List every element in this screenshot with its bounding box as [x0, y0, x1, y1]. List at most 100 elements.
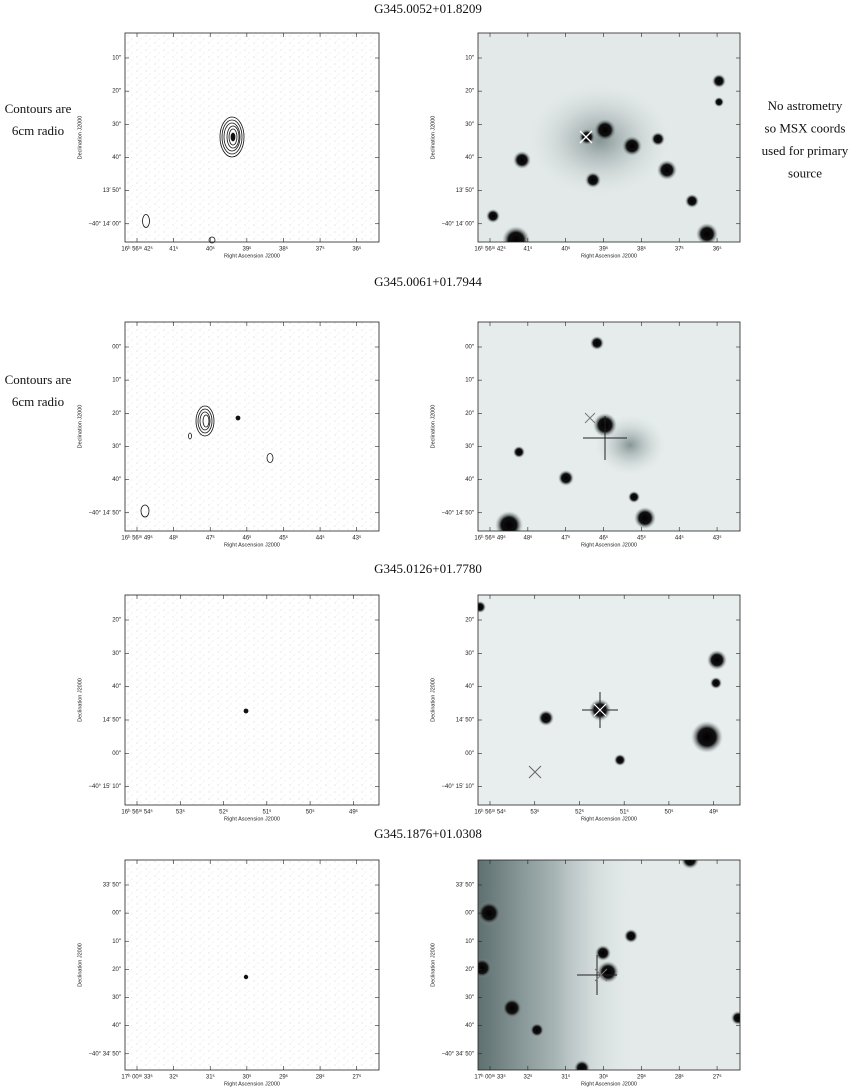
source-marker: [594, 968, 608, 982]
x-tick-label: 29ˢ: [637, 1075, 646, 1081]
source-marker: [583, 416, 627, 460]
image-feature: [502, 998, 522, 1018]
image-feature: [195, 405, 215, 437]
y-tick-label: 20″: [112, 967, 122, 973]
y-tick-label: 00″: [465, 911, 475, 917]
image-feature: [235, 415, 241, 421]
x-tick-label: 32ˢ: [523, 1075, 532, 1081]
image-feature: [486, 209, 500, 223]
image-feature: [530, 85, 670, 195]
y-tick-label: 40″: [465, 684, 475, 690]
left-note: 6cm radio: [12, 394, 64, 409]
image-feature: [202, 414, 210, 428]
image-feature: [731, 1011, 740, 1025]
x-axis-label: Right Ascension J2000: [581, 253, 637, 259]
x-tick-label: 17ʰ 00ᵐ 33ˢ: [474, 1074, 505, 1081]
image-feature: [125, 322, 379, 531]
plot-frame: [124, 859, 380, 1071]
y-tick-label: 30″: [465, 995, 475, 1001]
x-tick-label: 51ˢ: [620, 810, 629, 816]
x-tick-label: 47ˢ: [206, 536, 215, 542]
x-tick-label: 49ˢ: [349, 810, 358, 816]
image-feature: [710, 677, 722, 689]
image-feature: [590, 336, 604, 350]
image-feature: [634, 507, 656, 529]
x-tick-label: 43ˢ: [713, 536, 722, 542]
source-marker: [579, 130, 593, 144]
image-feature: [230, 132, 236, 142]
image-feature: [712, 74, 726, 88]
y-tick-label: −40° 34′ 50″: [441, 1051, 474, 1057]
image-feature: [579, 129, 595, 145]
image-feature: [223, 122, 241, 152]
plot-frame: [477, 321, 741, 532]
y-axis-label: Declination J2000: [77, 405, 83, 449]
image-feature: [597, 961, 619, 983]
x-tick-label: 36ˢ: [352, 247, 361, 253]
x-tick-label: 53ˢ: [530, 810, 539, 816]
y-tick-label: 30″: [465, 122, 475, 128]
x-tick-label: 48ˢ: [523, 536, 532, 542]
ir-image: [478, 860, 740, 1070]
image-feature: [614, 754, 626, 766]
x-tick-label: 45ˢ: [637, 536, 646, 542]
x-tick-label: 16ʰ 56ᵐ 49ˢ: [474, 535, 505, 542]
y-tick-label: 10″: [465, 56, 475, 62]
left-note: Contours are: [5, 101, 72, 116]
image-feature: [681, 860, 699, 869]
x-tick-label: 50ˢ: [665, 810, 674, 816]
x-tick-label: 36ˢ: [713, 247, 722, 253]
source-marker: [577, 955, 617, 995]
image-feature: [140, 504, 150, 518]
image-feature: [707, 650, 727, 670]
right-note: No astrometry: [768, 98, 843, 113]
x-tick-label: 44ˢ: [675, 536, 684, 542]
x-tick-label: 29ˢ: [279, 1075, 288, 1081]
source-marker: [528, 765, 542, 779]
y-tick-label: 33′ 50″: [456, 883, 475, 889]
y-tick-label: 00″: [465, 345, 475, 351]
y-tick-label: 40″: [112, 1023, 122, 1029]
y-axis-label: Declination J2000: [430, 678, 436, 722]
x-tick-label: 51ˢ: [262, 810, 271, 816]
x-tick-label: 53ˢ: [176, 810, 185, 816]
y-tick-label: 20″: [465, 967, 475, 973]
plot-frame: [477, 859, 741, 1071]
y-tick-label: 10″: [112, 56, 122, 62]
x-tick-label: 28ˢ: [316, 1075, 325, 1081]
x-tick-label: 48ˢ: [169, 536, 178, 542]
y-tick-label: −40° 14′ 50″: [441, 510, 474, 516]
y-tick-label: 30″: [112, 651, 122, 657]
y-tick-label: 40″: [465, 477, 475, 483]
y-tick-label: 30″: [465, 444, 475, 450]
image-feature: [478, 958, 492, 978]
x-tick-label: 41ˢ: [169, 247, 178, 253]
y-tick-label: 14′ 50″: [456, 718, 475, 724]
plot-frame: [124, 32, 380, 243]
y-tick-label: 30″: [465, 651, 475, 657]
y-axis-label: Declination J2000: [430, 943, 436, 987]
image-feature: [243, 708, 249, 714]
x-tick-label: 30ˢ: [242, 1075, 251, 1081]
y-tick-label: −40° 14′ 50″: [88, 510, 121, 516]
left-note: Contours are: [5, 372, 72, 387]
x-axis-label: Right Ascension J2000: [224, 542, 280, 548]
x-tick-label: 39ˢ: [599, 247, 608, 253]
x-tick-label: 52ˢ: [575, 810, 584, 816]
image-feature: [585, 172, 601, 188]
x-tick-label: 16ʰ 56ᵐ 42ˢ: [121, 246, 152, 253]
x-tick-label: 17ʰ 00ᵐ 33ˢ: [121, 1074, 152, 1081]
y-tick-label: 10″: [112, 378, 122, 384]
x-tick-label: 37ˢ: [675, 247, 684, 253]
x-tick-label: 46ˢ: [242, 536, 251, 542]
source-marker: [584, 412, 596, 424]
x-tick-label: 45ˢ: [279, 536, 288, 542]
image-feature: [714, 97, 724, 107]
image-feature: [513, 151, 531, 169]
x-tick-label: 37ˢ: [316, 247, 325, 253]
y-tick-label: 00″: [112, 345, 122, 351]
x-tick-label: 16ʰ 56ᵐ 49ˢ: [121, 535, 152, 542]
y-tick-label: 20″: [465, 618, 475, 624]
image-feature: [574, 1060, 590, 1070]
